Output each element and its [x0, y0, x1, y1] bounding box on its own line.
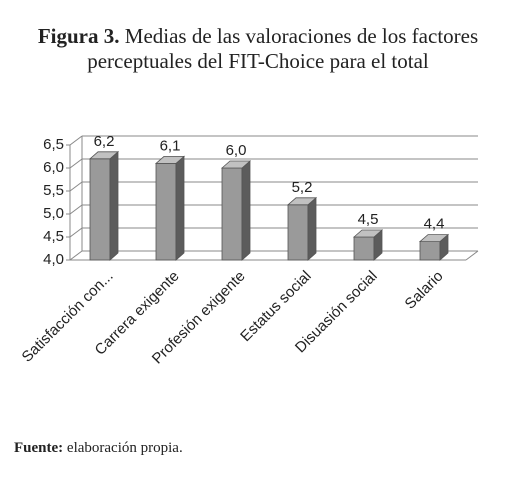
y-tick-label: 5,0 [43, 205, 64, 222]
bar-front [353, 236, 375, 261]
figure-label: Figura 3. [37, 24, 120, 48]
value-label: 6,1 [160, 137, 181, 154]
grid-line [69, 135, 83, 146]
source-label: Fuente: [14, 440, 64, 456]
bar-front [419, 241, 441, 261]
bar [88, 150, 120, 261]
bar-top [418, 234, 450, 243]
bar [286, 196, 318, 261]
bar-top [286, 197, 318, 206]
y-tick-label: 4,0 [43, 251, 64, 268]
figure-title: Figura 3. Medias de las valoraciones de … [20, 24, 496, 74]
bar [352, 229, 384, 261]
floor-line [465, 250, 479, 261]
chart-title: Medias de las valoraciones de los factor… [87, 24, 479, 73]
bar-front [221, 167, 243, 261]
y-tick-label: 4,5 [43, 228, 64, 245]
x-tick-label: Salario [402, 268, 447, 313]
bar-front [89, 158, 111, 261]
value-label: 4,5 [358, 211, 379, 228]
value-label: 6,0 [226, 142, 247, 159]
y-tick-label: 5,5 [43, 182, 64, 199]
grid-line [69, 227, 83, 238]
y-tick-label: 6,0 [43, 159, 64, 176]
bar [220, 160, 252, 261]
value-label: 4,4 [424, 216, 445, 233]
grid-line [69, 181, 83, 192]
bar-top [220, 160, 252, 169]
bar-front [287, 204, 309, 261]
bar-top [88, 151, 120, 160]
source-note: Fuente: elaboración propia. [14, 440, 183, 457]
grid-line [69, 204, 83, 215]
bar-side [109, 150, 119, 261]
value-label: 6,2 [94, 133, 115, 150]
grid-line [69, 250, 83, 261]
bar-side [241, 160, 251, 261]
bar [418, 233, 450, 261]
value-label: 5,2 [292, 179, 313, 196]
bar-side [307, 196, 317, 261]
grid-line [69, 158, 83, 169]
bar-top [154, 155, 186, 164]
source-text: elaboración propia. [66, 440, 183, 456]
bar-front [155, 162, 177, 261]
bar-top [352, 229, 384, 238]
bar [154, 155, 186, 261]
bar-side [175, 155, 185, 261]
y-tick-label: 6,5 [43, 136, 64, 153]
